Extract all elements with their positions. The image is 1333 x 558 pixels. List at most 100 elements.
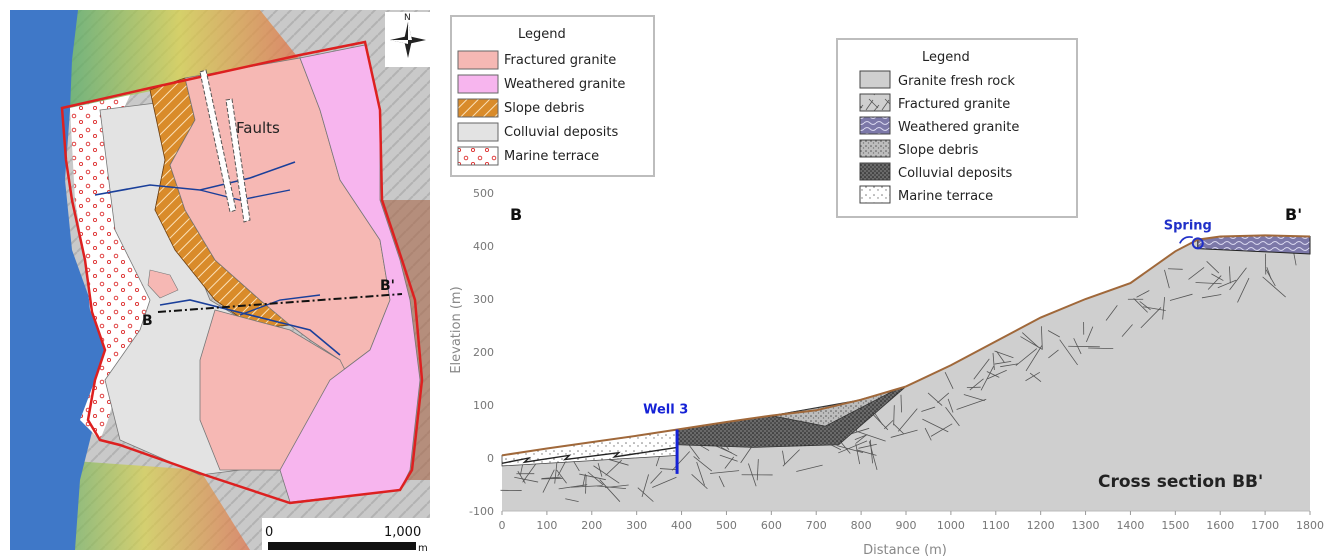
- fracture-mark: [1140, 307, 1162, 329]
- fracture-mark: [937, 392, 950, 404]
- x-tick-label: 500: [716, 519, 737, 532]
- x-tick-label: 200: [581, 519, 602, 532]
- fracture-mark: [1020, 336, 1043, 350]
- fracture-mark: [1048, 349, 1059, 359]
- map-point-b: B: [142, 313, 153, 329]
- fracture-mark: [597, 462, 603, 477]
- fracture-mark: [710, 470, 740, 474]
- legend-label: Weathered granite: [504, 77, 625, 92]
- x-axis-label: Distance (m): [863, 543, 947, 558]
- map-legend-item: Slope debris: [457, 98, 585, 118]
- fracture-mark: [796, 464, 823, 472]
- legend-label: Weathered granite: [898, 120, 1019, 135]
- well-label: Well 3: [643, 403, 688, 418]
- fracture-mark: [969, 378, 984, 391]
- fracture-mark: [900, 394, 902, 413]
- ground-surface-line: [501, 234, 1311, 457]
- section-line-bb: [157, 293, 403, 313]
- fracture-mark: [855, 443, 861, 465]
- legend-label: Fractured granite: [504, 53, 616, 68]
- x-tick-label: 1600: [1206, 519, 1234, 532]
- fracture-mark: [782, 450, 786, 465]
- section-legend-item: Slope debris: [859, 139, 979, 158]
- section-title: Cross section BB': [1098, 472, 1263, 492]
- study-area-boundary: [60, 40, 424, 505]
- terrain-relief-south: [40, 460, 250, 550]
- y-tick-label: 400: [473, 240, 494, 253]
- fracture-mark: [554, 461, 558, 484]
- fracture-mark: [608, 458, 629, 466]
- fracture-mark: [897, 408, 918, 432]
- fracture-mark: [650, 471, 663, 484]
- x-tick-label: 400: [671, 519, 692, 532]
- map-point-b-prime: B': [380, 278, 395, 294]
- legend-swatch-colluvial-deposits: [859, 162, 891, 181]
- river-south: [159, 299, 341, 356]
- geologic-units: [501, 234, 1311, 467]
- map-legend-item: Colluvial deposits: [457, 122, 618, 142]
- y-tick-label: 300: [473, 293, 494, 306]
- x-tick-label: 1500: [1161, 519, 1189, 532]
- fracture-mark: [605, 484, 629, 489]
- legend-swatch-slope-debris: [859, 139, 891, 158]
- chart-axes: 0 100 200 300 400 500 600 700 800 900 1000 1100 1200…: [469, 187, 1324, 532]
- legend-label: Marine terrace: [504, 149, 599, 164]
- spring-flow-arrow-icon: [1179, 236, 1193, 244]
- fracture-mark: [856, 449, 877, 456]
- fracture-mark: [922, 418, 949, 433]
- fracture-mark: [1265, 269, 1276, 287]
- fracture-mark: [1206, 261, 1220, 274]
- fracture-mark: [1136, 290, 1150, 298]
- fracture-mark: [869, 439, 873, 464]
- fracture-mark: [1168, 268, 1183, 270]
- legend-label: Colluvial deposits: [504, 125, 618, 140]
- x-tick-label: 1200: [1027, 519, 1055, 532]
- fracture-mark: [1164, 269, 1170, 289]
- legend-swatch-granite-fresh-rock: [859, 70, 891, 89]
- scale-start-label: 0: [265, 525, 273, 540]
- x-tick-label: 1000: [937, 519, 965, 532]
- fracture-mark: [1139, 301, 1151, 311]
- fracture-mark: [927, 392, 943, 406]
- legend-label: Slope debris: [898, 143, 979, 158]
- fault-line-1: [199, 69, 237, 213]
- legend-swatch-weathered-granite: [457, 74, 499, 94]
- fault-line-2: [225, 98, 251, 223]
- legend-label: Slope debris: [504, 101, 585, 116]
- map-legend: Legend Fractured granite Weathered grani…: [450, 15, 655, 177]
- spring-marker-icon: [1191, 237, 1204, 250]
- x-tick-label: 700: [806, 519, 827, 532]
- rock-layer: [502, 235, 1310, 511]
- legend-swatch-colluvial-deposits: [457, 122, 499, 142]
- fracture-mark: [1229, 266, 1231, 284]
- fracture-mark: [1088, 347, 1114, 350]
- fracture-mark: [963, 394, 985, 402]
- fracture-mark: [921, 406, 936, 412]
- fracture-mark: [522, 460, 539, 483]
- fracture-mark: [987, 369, 1007, 380]
- y-axis-label: Elevation (m): [449, 286, 464, 373]
- north-arrow-icon: N: [385, 12, 430, 67]
- fracture-mark: [994, 350, 1014, 359]
- fracture-mark: [587, 471, 604, 486]
- fracture-mark: [1029, 372, 1042, 382]
- spring-label: Spring: [1164, 218, 1212, 233]
- cross-section-chart: 0 100 200 300 400 500 600 700 800 900 1000 1100 1200…: [449, 187, 1324, 558]
- cross-section-legend: Legend Granite fresh rock Fractured gran…: [836, 38, 1078, 218]
- fracture-mark: [944, 371, 954, 389]
- faults-label: Faults: [236, 119, 280, 137]
- ground-surface: [501, 234, 1311, 474]
- fracture-mark: [693, 456, 713, 472]
- fracture-mark: [1059, 339, 1078, 366]
- fracture-mark: [1015, 348, 1038, 366]
- fracture-mark: [696, 461, 705, 486]
- y-tick-label: -100: [469, 505, 494, 518]
- legend-swatch-fractured-granite: [859, 93, 891, 112]
- fracture-mark: [541, 476, 561, 479]
- fracture-mark: [724, 456, 735, 469]
- fracture-mark: [1121, 324, 1133, 337]
- fracture-mark: [947, 398, 954, 413]
- legend-label: Marine terrace: [898, 189, 993, 204]
- fracture-mark: [973, 358, 990, 380]
- map-scale-bar: 0 1,000 m: [262, 518, 430, 554]
